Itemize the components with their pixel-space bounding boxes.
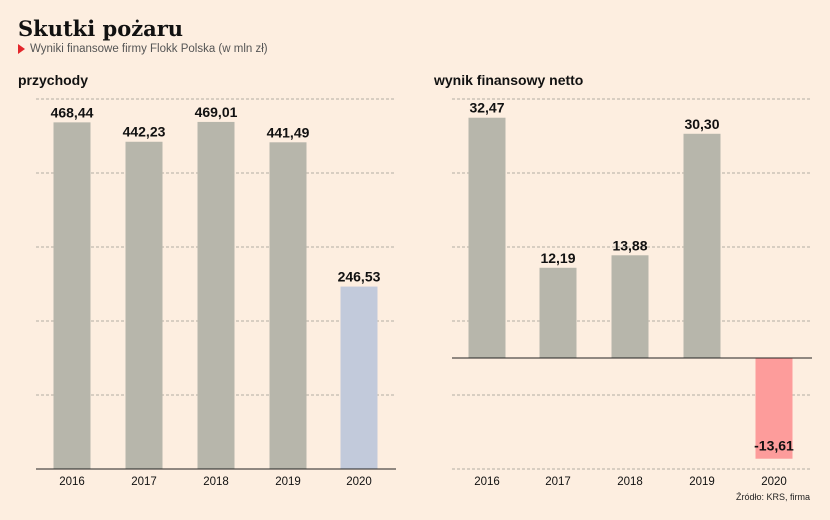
- subtitle-row: Wyniki finansowe firmy Flokk Polska (w m…: [18, 43, 268, 55]
- bar-2018: [197, 121, 235, 469]
- value-label: 441,49: [267, 124, 310, 140]
- bar-2017: [539, 267, 577, 358]
- value-label: 468,44: [51, 104, 94, 120]
- category-label: 2020: [761, 476, 787, 488]
- category-label: 2020: [346, 476, 372, 488]
- value-label: 442,23: [123, 124, 166, 140]
- bar-2018: [611, 255, 649, 358]
- category-label: 2019: [275, 476, 301, 488]
- chart-title: Skutki pożaru: [18, 16, 184, 41]
- bar-2016: [468, 117, 506, 358]
- category-label: 2018: [617, 476, 643, 488]
- category-label: 2018: [203, 476, 229, 488]
- category-label: 2019: [689, 476, 715, 488]
- bar-2017: [125, 141, 163, 469]
- value-label: -13,61: [754, 438, 794, 454]
- bar-2020: [340, 286, 378, 469]
- net-result-chart-title: wynik finansowy netto: [434, 72, 584, 88]
- source-note: Źródło: KRS, firma: [735, 492, 810, 502]
- category-label: 2017: [131, 476, 157, 488]
- bar-2016: [53, 122, 91, 469]
- bar-2019: [683, 133, 721, 358]
- bar-2020: [755, 358, 793, 459]
- value-label: 30,30: [684, 116, 719, 132]
- chart-subtitle: Wyniki finansowe firmy Flokk Polska (w m…: [30, 43, 268, 55]
- category-label: 2016: [59, 476, 85, 488]
- revenue-chart-title: przychody: [18, 72, 89, 88]
- triangle-marker-icon: [18, 44, 25, 54]
- value-label: 32,47: [469, 100, 504, 116]
- bar-2019: [269, 142, 307, 469]
- category-label: 2016: [474, 476, 500, 488]
- category-label: 2017: [545, 476, 571, 488]
- value-label: 469,01: [195, 104, 238, 120]
- value-label: 13,88: [612, 237, 647, 253]
- value-label: 12,19: [540, 250, 575, 266]
- value-label: 246,53: [338, 269, 381, 285]
